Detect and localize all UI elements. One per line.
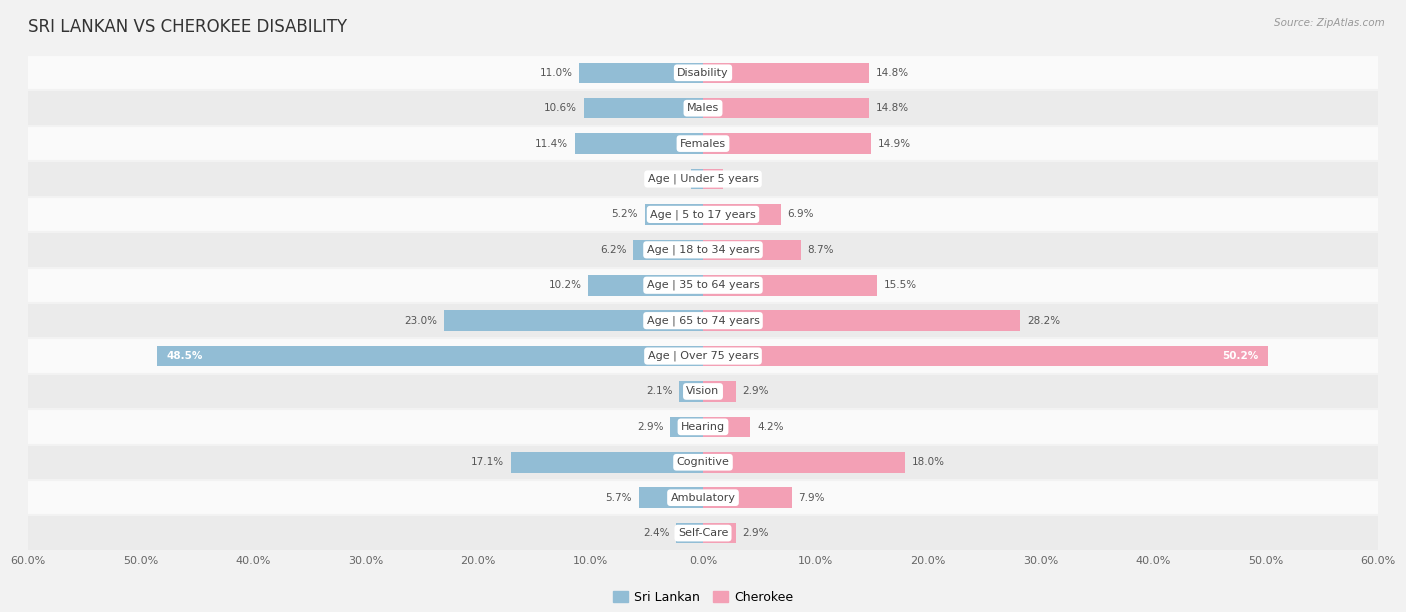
Bar [703, 169, 723, 189]
Bar [510, 452, 703, 472]
Bar [28, 232, 1378, 267]
Bar [28, 55, 1378, 91]
Text: Age | 35 to 64 years: Age | 35 to 64 years [647, 280, 759, 291]
Text: 14.8%: 14.8% [876, 68, 910, 78]
Bar [157, 346, 703, 367]
Text: Vision: Vision [686, 386, 720, 397]
Text: Age | Under 5 years: Age | Under 5 years [648, 174, 758, 184]
Bar [28, 303, 1378, 338]
Text: 18.0%: 18.0% [912, 457, 945, 468]
Text: 17.1%: 17.1% [471, 457, 503, 468]
Text: Males: Males [688, 103, 718, 113]
Bar [703, 487, 792, 508]
Text: 23.0%: 23.0% [405, 316, 437, 326]
Bar [575, 133, 703, 154]
Bar [676, 523, 703, 543]
Text: 10.6%: 10.6% [544, 103, 576, 113]
Bar [28, 196, 1378, 232]
Bar [28, 480, 1378, 515]
Bar [703, 62, 869, 83]
Bar [579, 62, 703, 83]
Bar [28, 267, 1378, 303]
Bar [703, 275, 877, 296]
Bar [28, 162, 1378, 196]
Bar [28, 126, 1378, 162]
Bar [703, 310, 1021, 331]
Text: Age | 5 to 17 years: Age | 5 to 17 years [650, 209, 756, 220]
Bar [703, 523, 735, 543]
Text: 14.8%: 14.8% [876, 103, 910, 113]
Bar [703, 239, 801, 260]
Text: Age | 65 to 74 years: Age | 65 to 74 years [647, 315, 759, 326]
Text: 1.1%: 1.1% [658, 174, 683, 184]
Text: 28.2%: 28.2% [1026, 316, 1060, 326]
Text: 14.9%: 14.9% [877, 138, 911, 149]
Bar [444, 310, 703, 331]
Text: 15.5%: 15.5% [884, 280, 917, 290]
Text: 6.9%: 6.9% [787, 209, 814, 220]
Text: 4.2%: 4.2% [756, 422, 783, 432]
Text: 11.4%: 11.4% [534, 138, 568, 149]
Text: SRI LANKAN VS CHEROKEE DISABILITY: SRI LANKAN VS CHEROKEE DISABILITY [28, 18, 347, 36]
Text: 1.8%: 1.8% [730, 174, 756, 184]
Text: Source: ZipAtlas.com: Source: ZipAtlas.com [1274, 18, 1385, 28]
Text: Age | 18 to 34 years: Age | 18 to 34 years [647, 245, 759, 255]
Text: Ambulatory: Ambulatory [671, 493, 735, 502]
Bar [679, 381, 703, 401]
Text: 11.0%: 11.0% [540, 68, 572, 78]
Text: 2.9%: 2.9% [637, 422, 664, 432]
Text: Self-Care: Self-Care [678, 528, 728, 538]
Text: 6.2%: 6.2% [600, 245, 627, 255]
Bar [703, 452, 905, 472]
Text: Hearing: Hearing [681, 422, 725, 432]
Text: 2.9%: 2.9% [742, 528, 769, 538]
Bar [703, 417, 751, 437]
Bar [690, 169, 703, 189]
Text: Cognitive: Cognitive [676, 457, 730, 468]
Bar [28, 515, 1378, 551]
Bar [28, 338, 1378, 374]
Text: 50.2%: 50.2% [1222, 351, 1258, 361]
Text: Age | Over 75 years: Age | Over 75 years [648, 351, 758, 361]
Bar [703, 381, 735, 401]
Text: 2.1%: 2.1% [647, 386, 672, 397]
Bar [28, 374, 1378, 409]
Text: Females: Females [681, 138, 725, 149]
Bar [671, 417, 703, 437]
Bar [28, 409, 1378, 444]
Text: Disability: Disability [678, 68, 728, 78]
Bar [638, 487, 703, 508]
Text: 5.2%: 5.2% [612, 209, 638, 220]
Bar [703, 346, 1268, 367]
Bar [588, 275, 703, 296]
Text: 8.7%: 8.7% [807, 245, 834, 255]
Text: 48.5%: 48.5% [166, 351, 202, 361]
Text: 10.2%: 10.2% [548, 280, 582, 290]
Bar [583, 98, 703, 119]
Bar [703, 98, 869, 119]
Text: 2.4%: 2.4% [643, 528, 669, 538]
Text: 5.7%: 5.7% [606, 493, 633, 502]
Text: 2.9%: 2.9% [742, 386, 769, 397]
Bar [703, 133, 870, 154]
Bar [703, 204, 780, 225]
Bar [28, 91, 1378, 126]
Text: 7.9%: 7.9% [799, 493, 825, 502]
Bar [28, 444, 1378, 480]
Legend: Sri Lankan, Cherokee: Sri Lankan, Cherokee [607, 586, 799, 609]
Bar [633, 239, 703, 260]
Bar [644, 204, 703, 225]
